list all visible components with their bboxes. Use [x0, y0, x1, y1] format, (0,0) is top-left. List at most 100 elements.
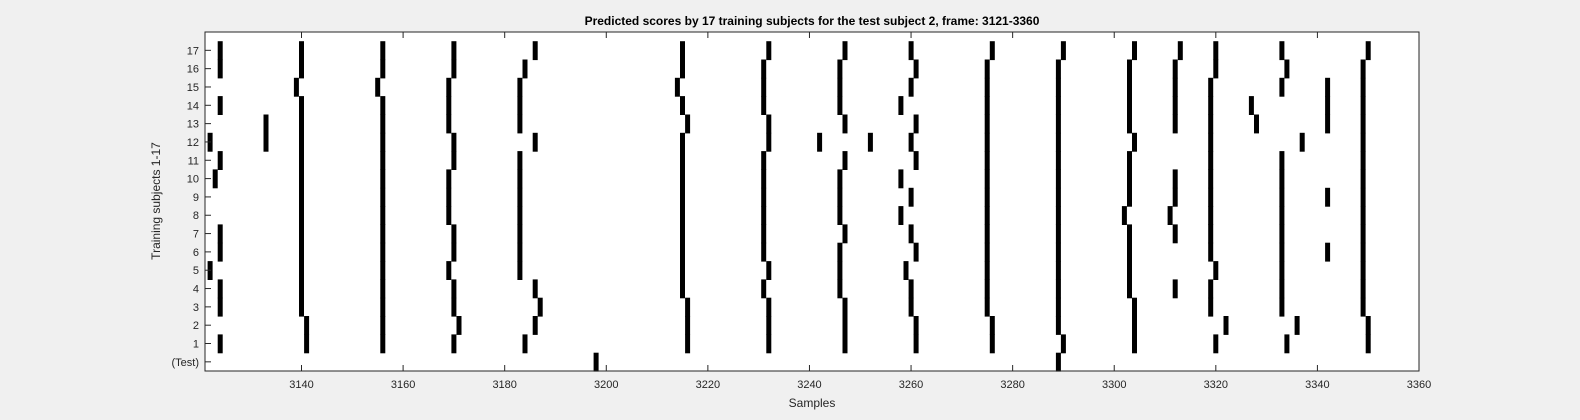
event-mark — [913, 151, 919, 170]
event-mark — [299, 206, 304, 225]
event-mark — [680, 41, 685, 61]
x-axis-label: Samples — [789, 396, 836, 410]
event-mark — [217, 41, 223, 61]
x-tick-label: 3180 — [492, 379, 516, 391]
event-mark — [517, 242, 523, 262]
event-mark — [817, 132, 823, 152]
event-mark — [1127, 242, 1132, 262]
event-mark — [1360, 187, 1366, 207]
event-mark — [761, 242, 767, 262]
event-mark — [1060, 334, 1066, 354]
event-mark — [593, 352, 599, 372]
event-mark — [1279, 279, 1285, 299]
event-mark — [299, 169, 304, 189]
y-tick-label: 12 — [187, 137, 199, 149]
y-tick-label: 14 — [187, 100, 199, 112]
event-mark — [1172, 114, 1178, 134]
event-mark — [766, 41, 772, 61]
x-tick-label: 3340 — [1305, 379, 1329, 391]
event-mark — [837, 77, 843, 97]
event-mark — [451, 151, 457, 170]
event-mark — [380, 316, 386, 335]
event-mark — [1172, 279, 1178, 299]
event-mark — [380, 169, 386, 189]
event-mark — [837, 206, 843, 225]
event-mark — [984, 279, 990, 299]
event-mark — [1208, 206, 1214, 225]
x-tick-label: 3300 — [1102, 379, 1126, 391]
event-mark — [380, 334, 386, 354]
event-mark — [532, 41, 538, 61]
event-mark — [1360, 242, 1366, 262]
event-mark — [984, 96, 990, 115]
x-tick-label: 3200 — [594, 379, 618, 391]
event-mark — [380, 279, 386, 299]
event-mark — [380, 132, 386, 152]
event-mark — [380, 242, 386, 262]
event-mark — [299, 114, 304, 134]
event-mark — [1360, 132, 1366, 152]
event-mark — [1279, 41, 1285, 61]
plot-area — [205, 32, 1419, 371]
event-mark — [680, 261, 685, 280]
x-tick-label: 3260 — [899, 379, 923, 391]
event-mark — [1325, 77, 1331, 97]
event-mark — [761, 77, 767, 97]
event-mark — [1208, 187, 1214, 207]
event-mark — [1055, 261, 1061, 280]
event-mark — [1208, 242, 1214, 262]
event-mark — [532, 132, 538, 152]
event-mark — [1055, 96, 1061, 115]
event-mark — [1055, 297, 1061, 317]
event-mark — [989, 334, 995, 354]
event-mark — [217, 59, 223, 79]
chart-title: Predicted scores by 17 training subjects… — [585, 14, 1040, 28]
event-mark — [1132, 297, 1137, 317]
event-mark — [761, 187, 767, 207]
event-mark — [532, 279, 538, 299]
event-mark — [1208, 132, 1214, 152]
y-tick-label: 4 — [193, 284, 199, 296]
event-mark — [766, 316, 772, 335]
event-mark — [1055, 224, 1061, 244]
event-mark — [1365, 334, 1371, 354]
event-mark — [837, 96, 843, 115]
event-mark — [766, 334, 772, 354]
event-mark — [380, 59, 386, 79]
event-mark — [1127, 169, 1132, 189]
event-mark — [380, 114, 386, 134]
event-mark — [766, 114, 772, 134]
event-mark — [451, 297, 457, 317]
event-mark — [451, 224, 457, 244]
event-mark — [1279, 77, 1285, 97]
event-mark — [446, 114, 452, 134]
event-mark — [685, 114, 691, 134]
event-mark — [446, 187, 452, 207]
event-mark — [299, 59, 304, 79]
event-mark — [903, 261, 909, 280]
event-mark — [1055, 77, 1061, 97]
event-mark — [299, 96, 304, 115]
event-mark — [680, 224, 685, 244]
event-mark — [685, 334, 691, 354]
event-mark — [898, 96, 904, 115]
event-mark — [1223, 316, 1229, 335]
y-tick-label: 16 — [187, 64, 199, 76]
event-mark — [1360, 261, 1366, 280]
event-mark — [1279, 169, 1285, 189]
event-mark — [989, 316, 995, 335]
event-mark — [1208, 169, 1214, 189]
event-mark — [837, 242, 843, 262]
event-mark — [867, 132, 873, 152]
event-mark — [837, 279, 843, 299]
event-mark — [380, 151, 386, 170]
event-mark — [1127, 187, 1132, 207]
event-mark — [380, 41, 386, 61]
event-mark — [908, 279, 914, 299]
event-mark — [1055, 132, 1061, 152]
event-mark — [217, 242, 223, 262]
event-mark — [446, 77, 452, 97]
event-mark — [1208, 224, 1214, 244]
event-mark — [1055, 114, 1061, 134]
